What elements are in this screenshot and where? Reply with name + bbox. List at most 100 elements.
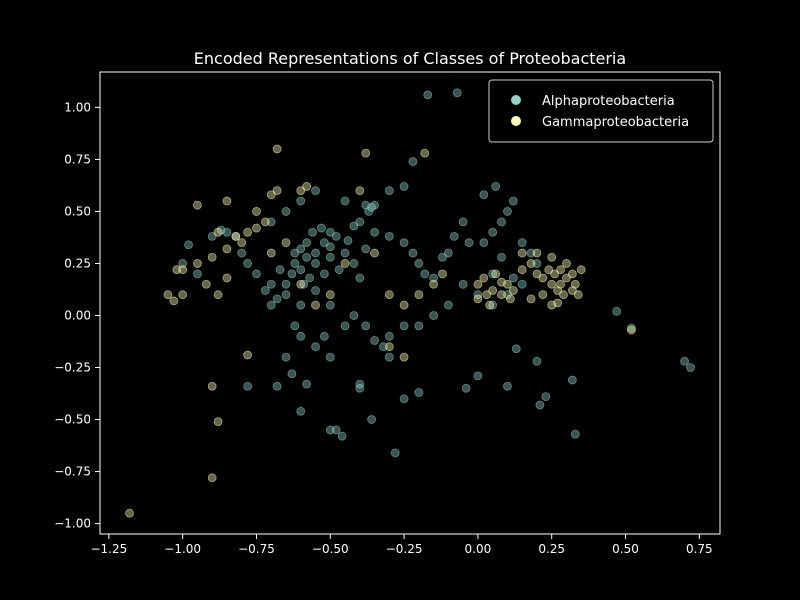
scatter-point-alpha xyxy=(260,286,270,295)
scatter-point-alpha xyxy=(479,238,489,248)
scatter-point-alpha xyxy=(266,300,276,310)
scatter-point-alpha xyxy=(570,429,580,439)
scatter-point-alpha xyxy=(266,279,276,289)
scatter-point-alpha xyxy=(364,207,374,216)
scatter-point-alpha xyxy=(287,269,297,279)
scatter-point-alpha xyxy=(473,371,483,381)
scatter-point-gamma xyxy=(420,148,430,158)
scatter-point-alpha xyxy=(517,238,527,248)
scatter-point-alpha xyxy=(290,248,300,258)
scatter-point-alpha xyxy=(272,381,282,391)
scatter-point-gamma xyxy=(517,265,527,275)
scatter-point-alpha xyxy=(438,252,447,262)
scatter-point-gamma xyxy=(508,286,518,295)
scatter-point-gamma xyxy=(207,473,217,483)
x-tick-label: 0.50 xyxy=(612,542,639,556)
scatter-point-alpha xyxy=(680,356,689,366)
scatter-point-alpha xyxy=(296,196,306,206)
scatter-point-alpha xyxy=(207,232,217,241)
scatter-point-gamma xyxy=(526,259,536,268)
x-tick-label: 0.25 xyxy=(538,542,565,556)
scatter-point-alpha xyxy=(340,196,350,206)
scatter-point-alpha xyxy=(384,331,394,341)
scatter-point-alpha xyxy=(479,190,489,200)
scatter-point-alpha xyxy=(461,383,471,393)
scatter-point-gamma xyxy=(213,227,223,237)
scatter-point-alpha xyxy=(296,331,306,341)
scatter-point-gamma xyxy=(538,273,548,283)
scatter-point-gamma xyxy=(559,290,568,300)
scatter-point-gamma xyxy=(370,248,379,258)
scatter-point-gamma xyxy=(243,350,253,360)
y-tick-label: 0.75 xyxy=(64,152,91,166)
scatter-point-gamma xyxy=(311,300,320,310)
scatter-point-alpha xyxy=(296,300,306,310)
scatter-point-alpha xyxy=(325,300,335,310)
scatter-point-alpha xyxy=(296,244,306,254)
scatter-point-alpha xyxy=(349,221,359,231)
scatter-point-gamma xyxy=(429,279,439,289)
scatter-point-alpha xyxy=(423,90,433,100)
y-tick-label: −0.75 xyxy=(54,465,91,479)
scatter-point-gamma xyxy=(193,259,202,268)
y-tick-label: −0.25 xyxy=(54,361,91,375)
scatter-point-alpha xyxy=(337,431,347,441)
scatter-point-gamma xyxy=(231,232,241,241)
scatter-point-alpha xyxy=(343,236,353,245)
scatter-point-gamma xyxy=(384,290,394,300)
x-axis: −1.25 −1.00 −0.75 −0.50 −0.25 0.00 0.25 0.50 0.7… xyxy=(90,534,713,556)
y-tick-label: 0.25 xyxy=(64,256,91,270)
scatter-point-gamma xyxy=(302,182,312,191)
scatter-point-gamma xyxy=(399,300,409,310)
scatter-point-alpha xyxy=(429,273,439,283)
scatter-point-alpha xyxy=(370,200,379,210)
scatter-point-alpha xyxy=(334,265,344,275)
scatter-point-gamma xyxy=(340,259,350,268)
scatter-point-gamma xyxy=(125,508,134,518)
scatter-point-gamma xyxy=(272,144,282,154)
scatter-point-alpha xyxy=(355,379,365,389)
scatter-point-alpha xyxy=(399,321,409,331)
y-tick-label: 1.00 xyxy=(64,100,91,114)
scatter-point-alpha xyxy=(290,259,300,268)
scatter-point-alpha xyxy=(355,273,365,283)
scatter-point-alpha xyxy=(281,352,291,362)
scatter-point-alpha xyxy=(399,182,409,191)
scatter-point-gamma xyxy=(538,290,548,300)
scatter-point-alpha xyxy=(517,279,527,289)
scatter-point-alpha xyxy=(443,248,453,258)
scatter-point-alpha xyxy=(311,286,320,295)
scatter-point-gamma xyxy=(266,190,276,200)
scatter-point-gamma xyxy=(550,269,560,279)
scatter-point-alpha xyxy=(390,448,400,458)
scatter-point-alpha xyxy=(567,375,577,385)
scatter-point-alpha xyxy=(612,306,622,316)
scatter-point-alpha xyxy=(296,406,306,416)
scatter-point-alpha xyxy=(340,248,350,258)
scatter-point-gamma xyxy=(384,342,394,352)
scatter-point-gamma xyxy=(414,290,424,300)
scatter-point-alpha xyxy=(243,259,253,268)
scatter-point-alpha xyxy=(488,227,498,237)
legend-box xyxy=(488,79,714,143)
scatter-point-gamma xyxy=(532,248,542,258)
scatter-point-alpha xyxy=(488,269,498,279)
scatter-point-alpha xyxy=(449,232,459,241)
y-tick-label: −1.00 xyxy=(54,517,91,531)
scatter-point-gamma xyxy=(213,417,223,427)
scatter-point-alpha xyxy=(408,157,418,166)
scatter-point-gamma xyxy=(491,269,501,279)
scatter-point-gamma xyxy=(505,294,515,304)
x-tick-label: −0.50 xyxy=(312,542,349,556)
x-tick-label: −1.25 xyxy=(90,542,127,556)
scatter-point-alpha xyxy=(319,269,329,279)
scatter-point-alpha xyxy=(497,252,506,262)
x-tick-label: −0.75 xyxy=(238,542,275,556)
scatter-point-alpha xyxy=(193,269,202,279)
scatter-point-alpha xyxy=(302,379,312,389)
scatter-point-gamma xyxy=(485,300,495,310)
scatter-point-gamma xyxy=(260,217,270,227)
scatter-point-alpha xyxy=(272,294,282,304)
